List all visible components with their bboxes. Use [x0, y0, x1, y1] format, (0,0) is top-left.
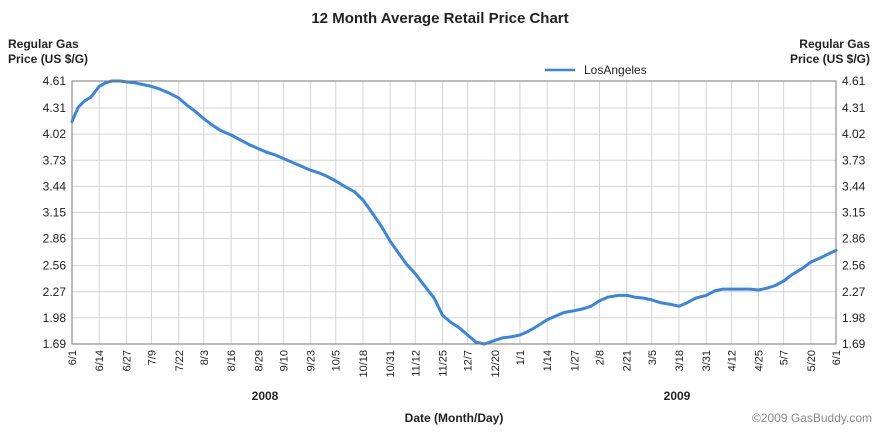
x-axis: 6/1 6/14 6/27 7/9 7/22 8/3 8/16 8/29 9/10 9/23 10/…: [67, 350, 843, 378]
y-axis-right: 4.61 4.31 4.02 3.73 3.44 3.15 2.86 2.56 2.27 1.98…: [842, 74, 866, 351]
x-tick-label: 10/31: [385, 350, 397, 378]
x-tick-label: 6/27: [121, 350, 133, 371]
x-tick-label: 8/3: [199, 350, 211, 365]
x-tick-label: 11/25: [437, 350, 449, 377]
x-tick-label: 7/22: [174, 350, 186, 371]
x-tick-label: 8/29: [253, 350, 265, 371]
x-tick-label: 3/31: [701, 350, 713, 371]
x-axis-title: Date (Month/Day): [405, 411, 504, 425]
y-tick-label-left: 2.56: [43, 259, 67, 273]
y-tick-label-right: 2.27: [842, 285, 866, 299]
y-tick-label-right: 4.02: [842, 127, 866, 141]
right-axis-title-line2: Price (US $/G): [790, 52, 870, 66]
left-axis-title-line2: Price (US $/G): [8, 52, 88, 66]
x-tick-label: 1/27: [569, 350, 581, 371]
x-tick-label: 10/18: [358, 350, 370, 378]
y-tick-label-left: 3.15: [43, 206, 67, 220]
y-tick-label-right: 2.86: [842, 232, 866, 246]
y-tick-label-left: 1.69: [43, 337, 67, 351]
y-tick-label-left: 4.61: [43, 74, 67, 88]
y-tick-label-left: 3.44: [43, 179, 67, 193]
x-tick-label: 1/14: [542, 350, 554, 371]
x-tick-label: 9/10: [278, 350, 290, 371]
y-tick-label-right: 1.98: [842, 311, 866, 325]
x-tick-label: 12/20: [490, 350, 502, 378]
x-tick-label: 11/12: [410, 350, 422, 377]
x-tick-label: 5/20: [806, 350, 818, 371]
x-tick-label: 4/12: [726, 350, 738, 371]
y-tick-label-left: 1.98: [43, 311, 67, 325]
x-tick-label: 6/1: [831, 350, 843, 365]
x-tick-label: 7/9: [147, 350, 159, 365]
x-tick-label: 5/7: [779, 350, 791, 365]
year-label-2009: 2009: [664, 389, 691, 403]
y-tick-label-left: 4.02: [43, 127, 67, 141]
x-tick-label: 2/8: [594, 350, 606, 365]
y-tick-label-left: 4.31: [43, 101, 67, 115]
left-axis-title-line1: Regular Gas: [8, 37, 79, 51]
x-tick-label: 6/14: [94, 350, 106, 371]
legend-label: LosAngeles: [584, 63, 647, 77]
right-axis-title-line1: Regular Gas: [799, 37, 870, 51]
grid: [71, 80, 837, 345]
y-tick-label-right: 3.15: [842, 206, 866, 220]
series-layer: [70, 79, 838, 346]
x-tick-label: 1/1: [515, 350, 527, 365]
y-tick-label-right: 4.61: [842, 74, 866, 88]
y-tick-label-left: 3.73: [43, 153, 67, 167]
series-line-LosAngeles: [70, 79, 838, 346]
x-tick-label: 3/18: [674, 350, 686, 371]
x-tick-label: 4/25: [754, 350, 766, 371]
year-label-2008: 2008: [252, 389, 279, 403]
y-tick-label-right: 4.31: [842, 101, 866, 115]
y-axis-left: 4.61 4.31 4.02 3.73 3.44 3.15 2.86 2.56 2.27 1.98…: [43, 74, 67, 351]
x-tick-label: 12/7: [463, 350, 475, 371]
x-tick-label: 6/1: [67, 350, 79, 365]
plot-frame: [71, 80, 837, 345]
x-tick-label: 8/16: [226, 350, 238, 371]
x-tick-label: 3/5: [647, 350, 659, 365]
y-tick-label-right: 3.44: [842, 179, 866, 193]
x-tick-label: 2/21: [622, 350, 634, 371]
x-tick-label: 9/23: [306, 350, 318, 371]
y-tick-label-left: 2.27: [43, 285, 67, 299]
y-tick-label-right: 3.73: [842, 153, 866, 167]
chart-title: 12 Month Average Retail Price Chart: [311, 10, 568, 27]
y-tick-label-right: 2.56: [842, 259, 866, 273]
x-tick-label: 10/5: [331, 350, 343, 371]
y-tick-label-right: 1.69: [842, 337, 866, 351]
copyright: ©2009 GasBuddy.com: [752, 411, 872, 425]
y-tick-label-left: 2.86: [43, 232, 67, 246]
